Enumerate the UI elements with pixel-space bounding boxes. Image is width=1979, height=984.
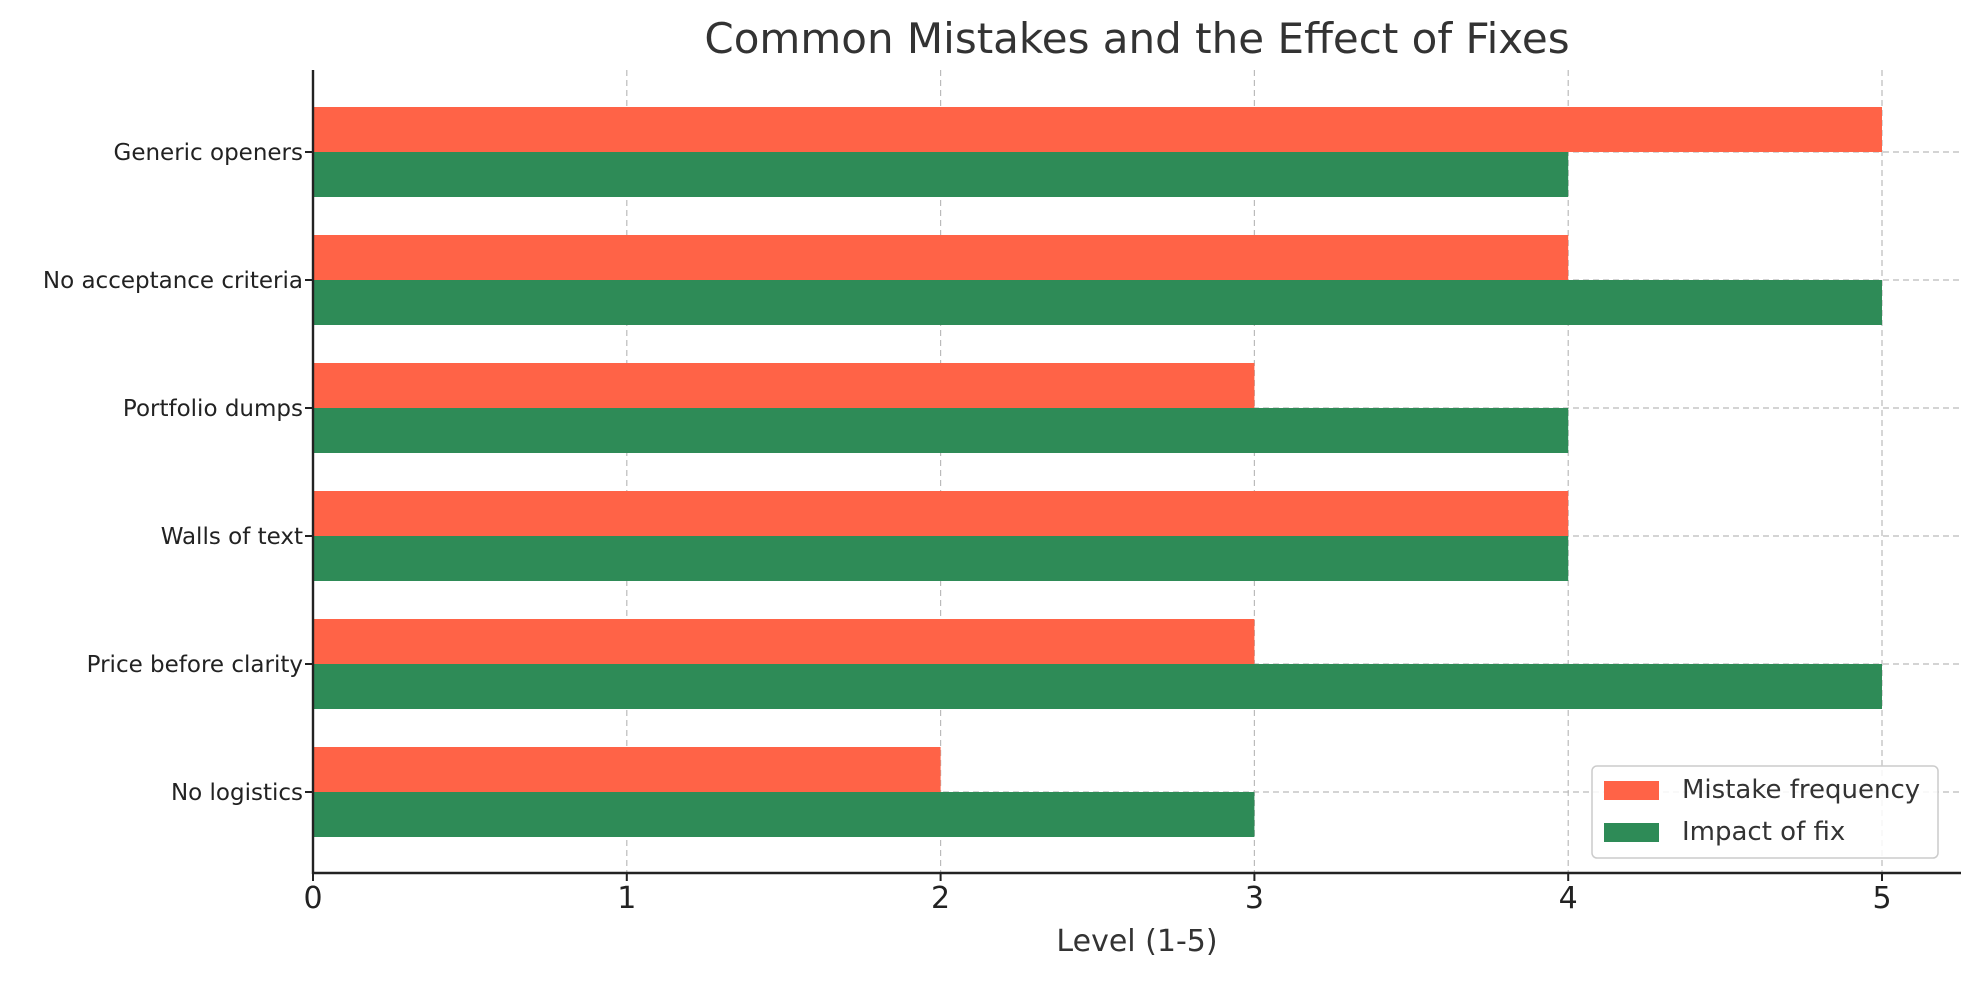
x-tick-label: 3 <box>1245 881 1264 916</box>
bar-mistake-frequency-walls-of-text <box>313 491 1569 536</box>
bar-mistake-frequency-no-logistics <box>313 747 941 792</box>
legend-box <box>1591 765 1939 859</box>
x-tick-label: 0 <box>303 881 322 916</box>
chart-title: Common Mistakes and the Effect of Fixes <box>704 14 1569 63</box>
legend: Mistake frequency Impact of fix <box>1591 765 1939 859</box>
legend-swatch-mistake-frequency <box>1604 781 1659 800</box>
bar-impact-of-fix-generic-openers <box>313 152 1569 197</box>
axis-layer <box>311 70 1961 875</box>
bar-impact-of-fix-walls-of-text <box>313 536 1569 581</box>
legend-label-impact-of-fix: Impact of fix <box>1682 817 1845 847</box>
bar-mistake-frequency-price-before-clarity <box>313 619 1255 664</box>
legend-label-mistake-frequency: Mistake frequency <box>1682 775 1920 805</box>
legend-swatch-impact-of-fix <box>1604 823 1659 842</box>
bar-mistake-frequency-no-acceptance-criteria <box>313 235 1569 280</box>
y-tick-label-no-acceptance-criteria: No acceptance criteria <box>43 268 303 294</box>
bar-impact-of-fix-portfolio-dumps <box>313 408 1569 453</box>
x-tick-label: 4 <box>1559 881 1578 916</box>
bar-impact-of-fix-price-before-clarity <box>313 664 1882 709</box>
bar-mistake-frequency-portfolio-dumps <box>313 363 1255 408</box>
x-tick-label: 2 <box>931 881 950 916</box>
y-tick-label-portfolio-dumps: Portfolio dumps <box>123 396 303 422</box>
bar-layer <box>313 107 1882 837</box>
bar-mistake-frequency-generic-openers <box>313 107 1882 152</box>
tick-layer: 0 1 2 3 4 5 Generic openers No acceptance crite… <box>43 140 1892 916</box>
bar-impact-of-fix-no-logistics <box>313 792 1255 837</box>
y-tick-label-no-logistics: No logistics <box>171 780 303 806</box>
y-tick-label-walls-of-text: Walls of text <box>161 524 303 550</box>
x-axis-label: Level (1-5) <box>1056 924 1217 959</box>
x-tick-label: 1 <box>617 881 636 916</box>
y-tick-label-price-before-clarity: Price before clarity <box>87 652 303 678</box>
x-tick-label: 5 <box>1872 881 1891 916</box>
y-tick-label-generic-openers: Generic openers <box>114 140 304 166</box>
bar-impact-of-fix-no-acceptance-criteria <box>313 280 1882 325</box>
